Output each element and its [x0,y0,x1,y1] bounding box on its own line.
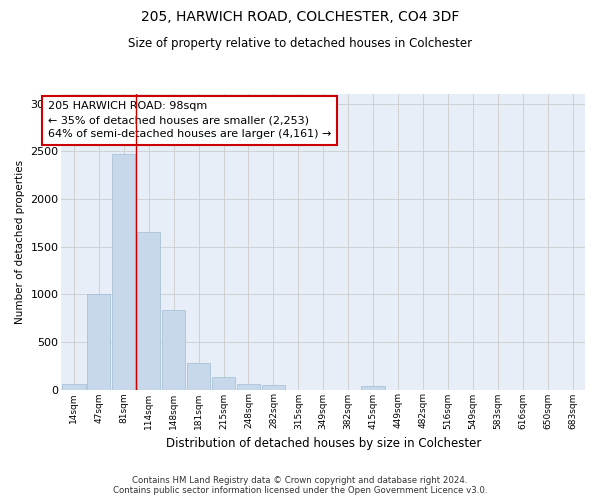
X-axis label: Distribution of detached houses by size in Colchester: Distribution of detached houses by size … [166,437,481,450]
Bar [187,364,210,390]
Bar [262,385,285,390]
Text: 205, HARWICH ROAD, COLCHESTER, CO4 3DF: 205, HARWICH ROAD, COLCHESTER, CO4 3DF [141,10,459,24]
Text: Size of property relative to detached houses in Colchester: Size of property relative to detached ho… [128,38,472,51]
Bar [361,386,385,390]
Text: 205 HARWICH ROAD: 98sqm
← 35% of detached houses are smaller (2,253)
64% of semi: 205 HARWICH ROAD: 98sqm ← 35% of detache… [48,102,331,140]
Bar [162,310,185,390]
Bar [212,377,235,390]
Text: Contains HM Land Registry data © Crown copyright and database right 2024.
Contai: Contains HM Land Registry data © Crown c… [113,476,487,495]
Y-axis label: Number of detached properties: Number of detached properties [15,160,25,324]
Bar [112,154,136,390]
Bar [237,384,260,390]
Bar [137,232,160,390]
Bar [62,384,86,390]
Bar [87,294,110,390]
